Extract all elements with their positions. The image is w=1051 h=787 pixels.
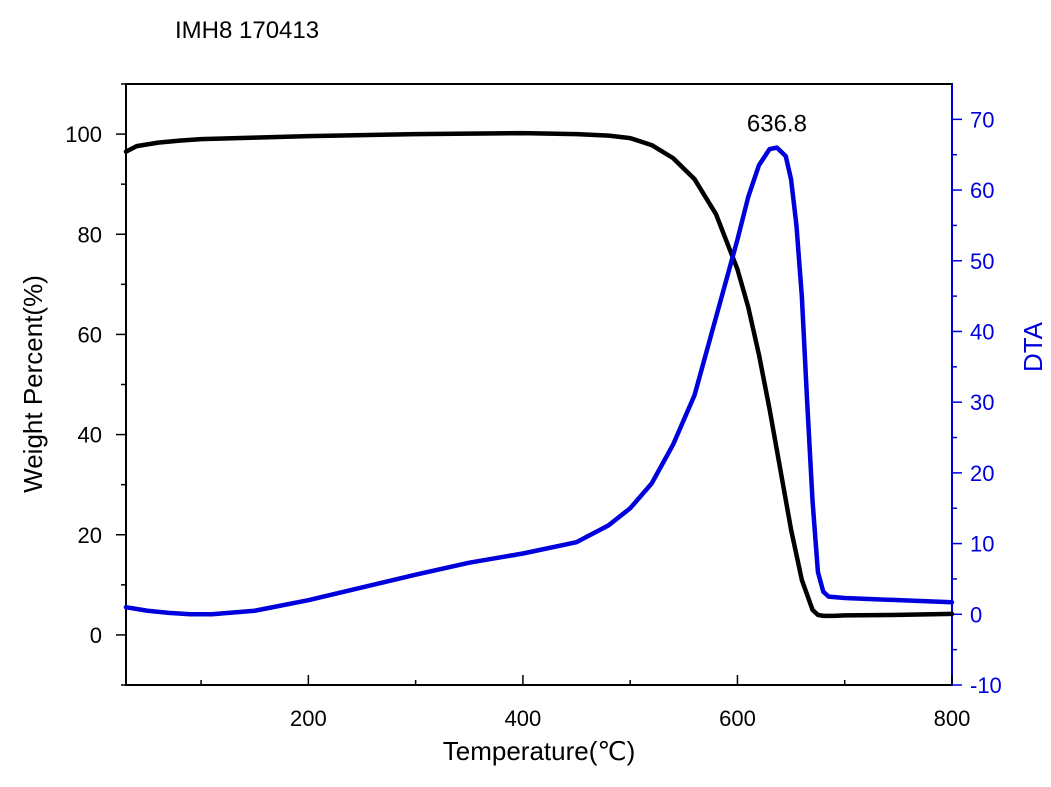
- annotation-layer: 636.8: [747, 111, 807, 138]
- y-tick-label-80: 80: [78, 222, 102, 247]
- y2-tick-label-40: 40: [970, 319, 994, 344]
- y-tick-label-100: 100: [65, 122, 102, 147]
- x-tick-label-400: 400: [505, 706, 542, 731]
- y-tick-label-20: 20: [78, 523, 102, 548]
- y-tick-label-40: 40: [78, 423, 102, 448]
- peak-annotation: 636.8: [747, 111, 807, 138]
- y2-tick-label-0: 0: [970, 602, 982, 627]
- y2-tick-label-20: 20: [970, 461, 994, 486]
- x-tick-label-800: 800: [934, 706, 971, 731]
- y2-tick-label--10: -10: [970, 673, 1002, 698]
- y2-tick-label-30: 30: [970, 390, 994, 415]
- chart-title: IMH8 170413: [175, 17, 319, 44]
- right-y-axis-ticks: -10 0 10 20 30 40 50 60 70: [952, 107, 1002, 698]
- y2-tick-label-10: 10: [970, 532, 994, 557]
- left-y-axis-ticks: 0 20 40 60 80 100: [65, 83, 126, 686]
- weight-percent-curve: [123, 130, 955, 619]
- y-tick-label-60: 60: [78, 322, 102, 347]
- series-layer: [123, 130, 955, 619]
- right-y-axis-label: DTA: [1018, 321, 1048, 372]
- y2-tick-label-60: 60: [970, 178, 994, 203]
- x-tick-label-600: 600: [719, 706, 756, 731]
- x-axis-ticks: 200 400 600 800: [200, 675, 971, 731]
- left-y-axis-label: Weight Percent(%): [18, 275, 48, 493]
- y-tick-label-0: 0: [90, 623, 102, 648]
- dta-curve: [123, 145, 955, 617]
- y2-tick-label-70: 70: [970, 107, 994, 132]
- x-axis-label: Temperature(℃): [443, 736, 635, 766]
- y2-tick-label-50: 50: [970, 249, 994, 274]
- x-tick-label-200: 200: [290, 706, 327, 731]
